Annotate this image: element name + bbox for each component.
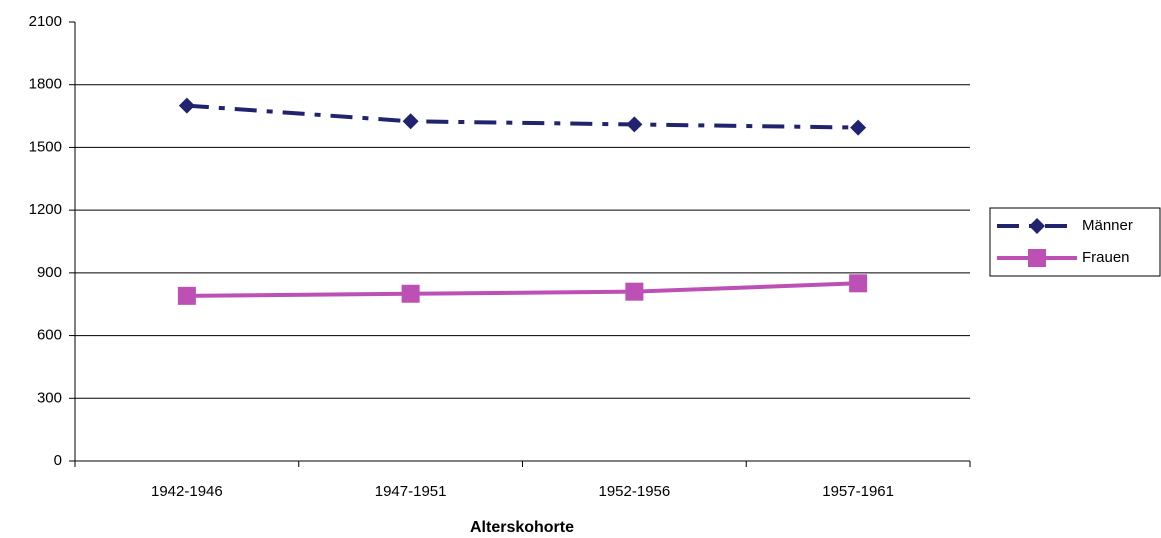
point: [849, 274, 868, 293]
point: [626, 116, 643, 133]
point: [402, 113, 419, 130]
x-tick-label: 1947-1951: [375, 483, 447, 500]
y-tick-label: 1500: [29, 138, 62, 155]
legend-box: [989, 207, 1161, 277]
x-axis-label: Alterskohorte: [470, 519, 574, 536]
point: [850, 119, 867, 136]
point: [1029, 218, 1045, 234]
y-tick-label: 1200: [29, 201, 62, 218]
x-tick-label: 1957-1961: [822, 483, 894, 500]
y-tick-label: 900: [37, 264, 62, 281]
point: [1028, 249, 1046, 267]
y-tick-label: 2100: [29, 13, 62, 30]
y-tick-label: 1800: [29, 76, 62, 93]
x-tick-label: 1952-1956: [599, 483, 671, 500]
y-tick-label: 600: [37, 327, 62, 344]
point: [178, 97, 195, 114]
x-tick-label: 1942-1946: [151, 483, 223, 500]
series-line: [186, 281, 859, 298]
legend-label: Frauen: [1082, 249, 1130, 266]
y-tick-label: 300: [37, 389, 62, 406]
y-tick-label: 0: [54, 452, 62, 469]
point: [177, 286, 196, 305]
series-line: [186, 103, 859, 130]
legend-label: Männer: [1082, 217, 1133, 234]
point: [625, 282, 644, 301]
point: [401, 284, 420, 303]
